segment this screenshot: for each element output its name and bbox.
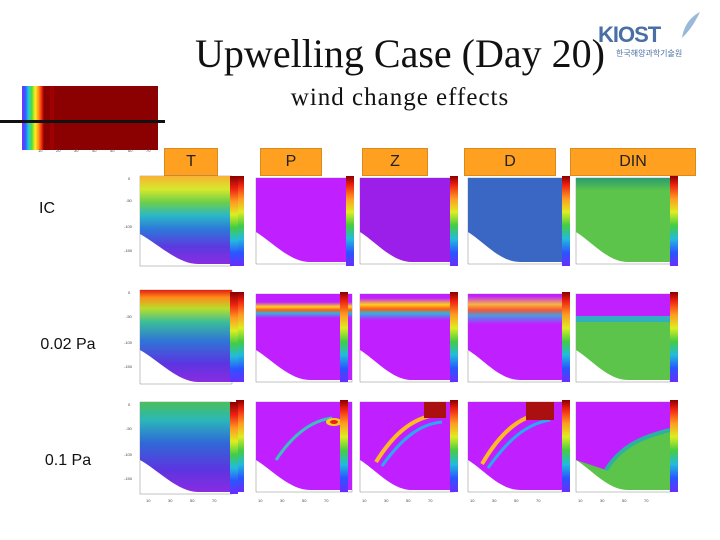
svg-text:70: 70: [644, 498, 649, 503]
svg-text:0: 0: [128, 290, 131, 295]
column-header-z: Z: [362, 148, 428, 176]
row-label-002pa: 0.02 Pa: [40, 336, 96, 353]
panel-p-01pa: 10 30 50 70: [236, 400, 353, 503]
row-label-ic: IC: [39, 200, 55, 217]
logo-text: KIOST: [598, 22, 661, 47]
svg-text:30: 30: [168, 498, 173, 503]
panel-z-ic: [346, 176, 458, 266]
panel-din-01pa: 10 30 50 70: [575, 400, 678, 503]
svg-text:30: 30: [600, 498, 605, 503]
svg-text:10: 10: [362, 498, 367, 503]
panel-d-002pa: [467, 292, 570, 383]
svg-text:50: 50: [406, 498, 411, 503]
column-header-din: DIN: [570, 148, 696, 176]
svg-text:10: 10: [258, 498, 263, 503]
svg-text:30: 30: [280, 498, 285, 503]
svg-text:70: 70: [536, 498, 541, 503]
panel-din-ic: [575, 176, 678, 266]
page-title: Upwelling Case (Day 20): [195, 31, 605, 76]
svg-text:10: 10: [146, 498, 151, 503]
svg-text:70: 70: [428, 498, 433, 503]
svg-text:20: 20: [56, 148, 61, 153]
svg-text:-100: -100: [124, 224, 133, 229]
svg-text:0: 0: [128, 176, 131, 181]
svg-text:-150: -150: [124, 364, 133, 369]
svg-text:0: 0: [128, 402, 131, 407]
svg-text:10: 10: [470, 498, 475, 503]
svg-text:50: 50: [622, 498, 627, 503]
svg-text:0: 0: [22, 148, 23, 153]
svg-text:-100: -100: [124, 340, 133, 345]
svg-text:-50: -50: [126, 314, 133, 319]
panel-p-ic: [236, 176, 353, 266]
svg-text:50: 50: [110, 148, 115, 153]
svg-text:10: 10: [578, 498, 583, 503]
inset-divider-line: [0, 120, 165, 123]
svg-text:50: 50: [514, 498, 519, 503]
svg-text:10: 10: [38, 148, 43, 153]
svg-text:50: 50: [190, 498, 195, 503]
svg-text:-50: -50: [126, 198, 133, 203]
svg-text:70: 70: [212, 498, 217, 503]
panel-d-ic: [467, 176, 570, 266]
svg-text:60: 60: [128, 148, 133, 153]
column-header-d: D: [464, 148, 556, 176]
svg-text:50: 50: [302, 498, 307, 503]
leaf-icon: [682, 12, 700, 38]
svg-text:30: 30: [492, 498, 497, 503]
panel-z-01pa: 10 30 50 70: [359, 400, 458, 503]
svg-text:-150: -150: [124, 248, 133, 253]
page-subtitle: wind change effects: [290, 84, 510, 111]
panel-t-002pa: 0 -50 -100 -150: [124, 289, 233, 385]
logo-subtitle: 한국해양과학기술원: [616, 49, 683, 58]
svg-text:70: 70: [324, 498, 329, 503]
panel-p-002pa: [236, 292, 353, 383]
row-label-01pa: 0.1 Pa: [44, 452, 92, 469]
colorbar-t-01pa: [230, 402, 238, 494]
svg-text:70: 70: [146, 148, 151, 153]
panel-din-002pa: [575, 292, 678, 383]
panel-z-002pa: [359, 292, 458, 383]
panel-t-01pa: 0 -50 -100 -150 10 30 50 70: [124, 401, 233, 503]
colorbar-t-002pa: [230, 292, 238, 382]
column-header-t: T: [164, 148, 218, 176]
column-header-p: P: [260, 148, 322, 176]
panel-d-01pa: 10 30 50 70: [467, 400, 570, 503]
panel-t-ic: 0 -50 -100 -150: [124, 175, 233, 267]
svg-text:-150: -150: [124, 476, 133, 481]
wind-forcing-inset: 0 10 20 30 40 50 60 70: [20, 86, 158, 154]
svg-text:30: 30: [74, 148, 79, 153]
colorbar-t-ic: [230, 176, 238, 266]
kiost-logo: KIOST 한국해양과학기술원: [598, 8, 708, 68]
svg-text:30: 30: [384, 498, 389, 503]
svg-text:-50: -50: [126, 426, 133, 431]
svg-text:-100: -100: [124, 452, 133, 457]
svg-text:40: 40: [92, 148, 97, 153]
